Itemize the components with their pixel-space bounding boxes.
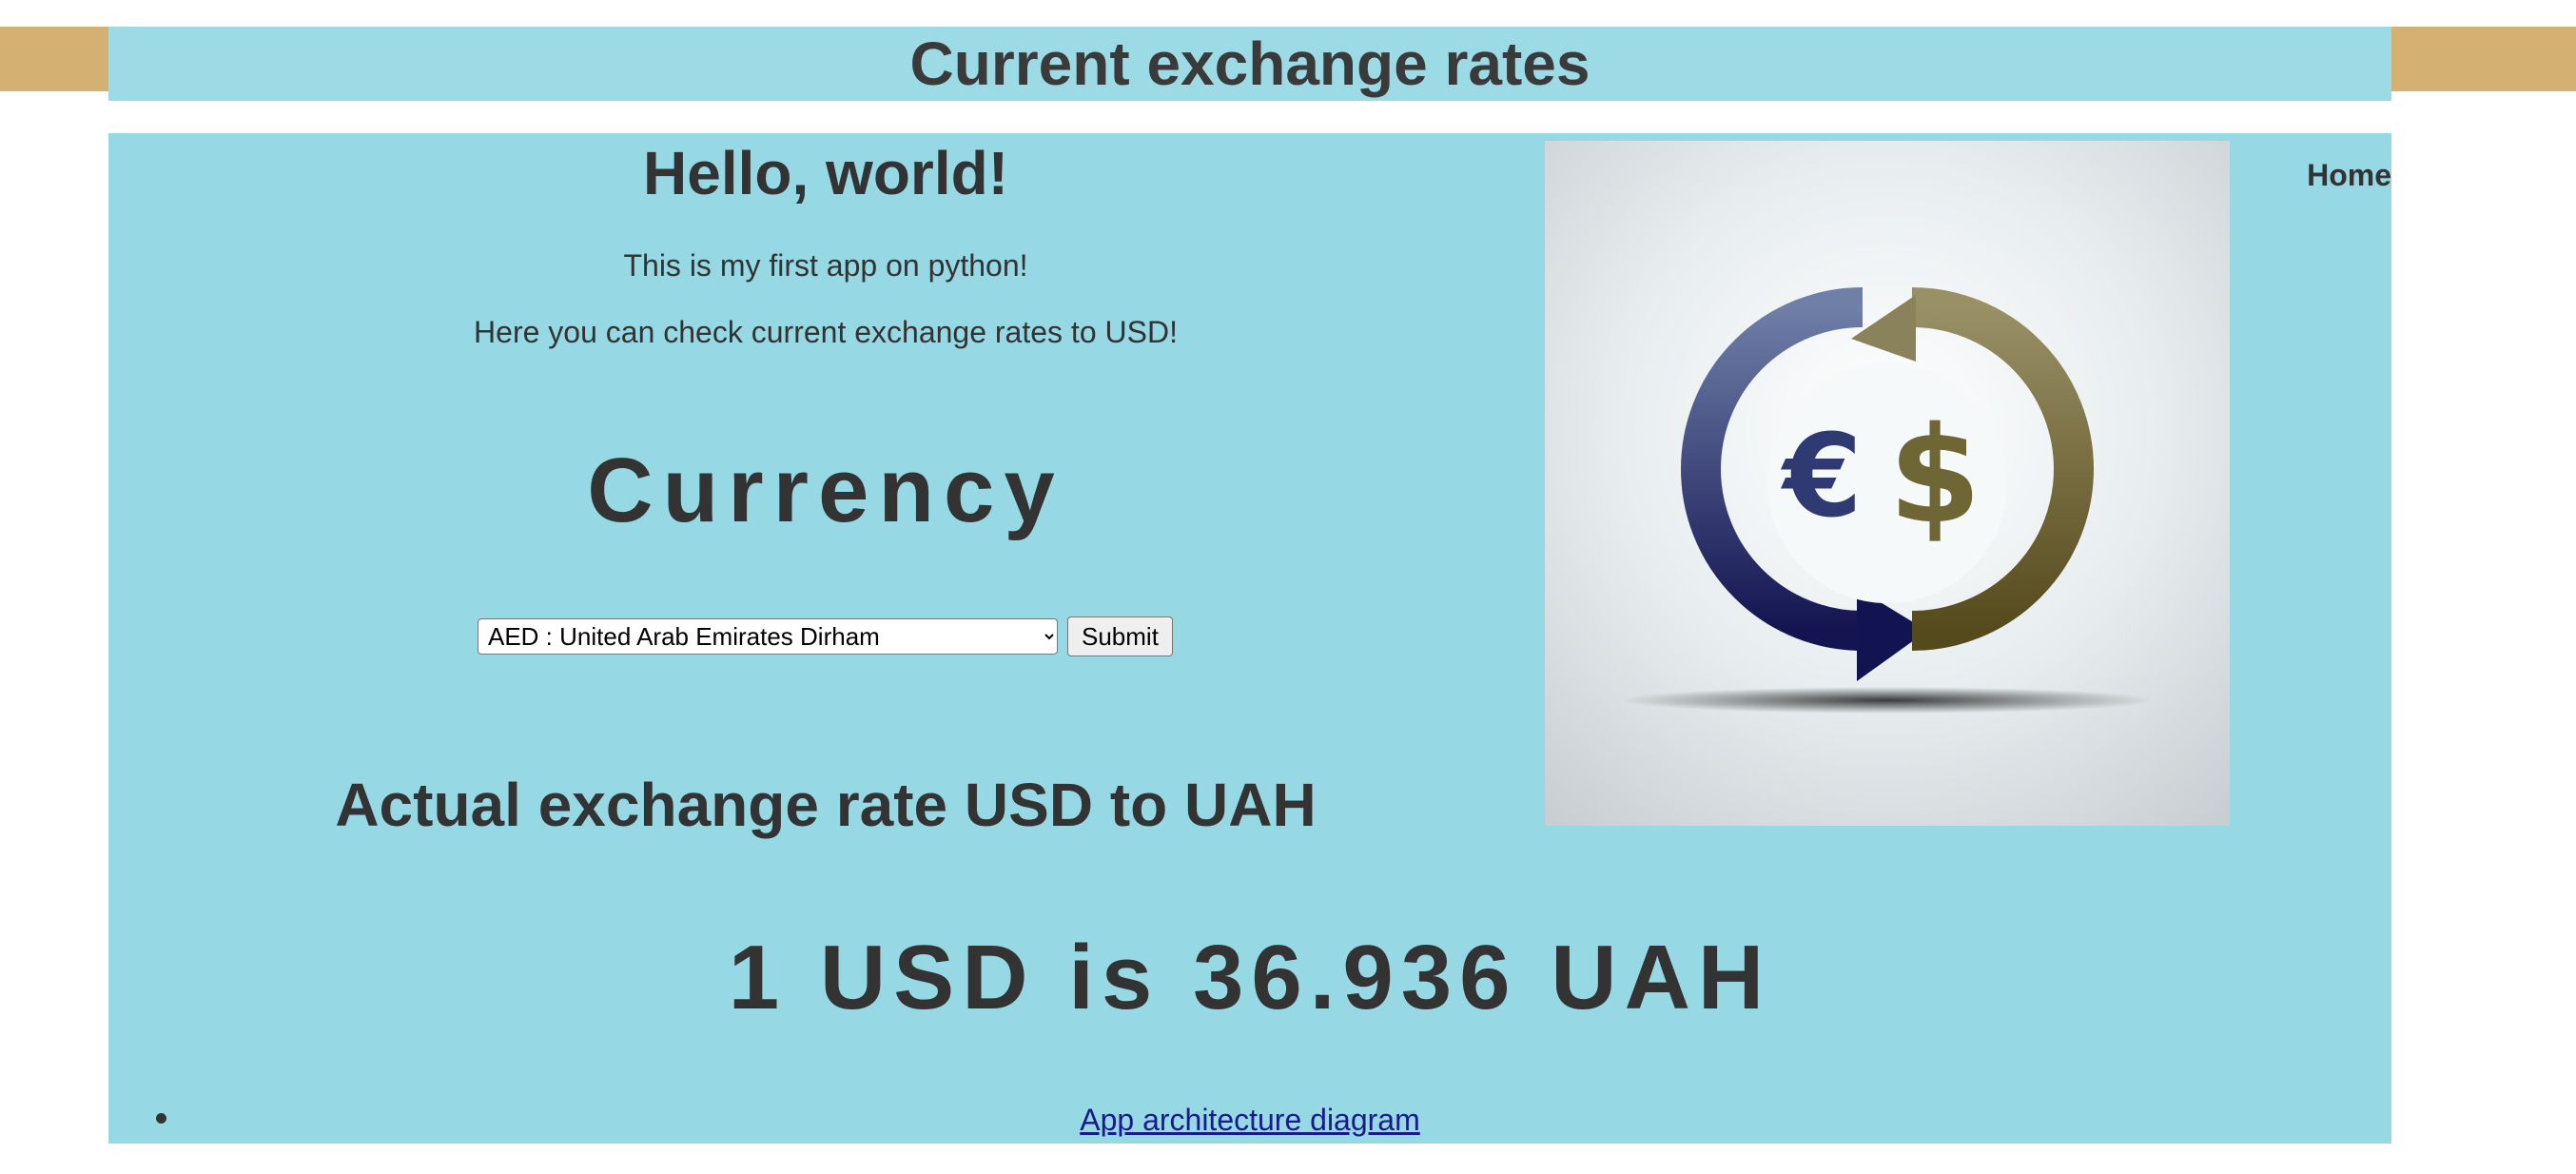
intro-line-1: This is my first app on python! bbox=[623, 248, 1028, 283]
app-architecture-diagram-link[interactable]: App architecture diagram bbox=[1080, 1103, 1420, 1137]
dollar-glyph: $ bbox=[1888, 399, 1981, 554]
list-item: App architecture diagram bbox=[108, 1103, 2391, 1145]
list-bullet bbox=[156, 1113, 166, 1124]
page-title: Current exchange rates bbox=[909, 29, 1590, 98]
currency-exchange-icon: € $ bbox=[1545, 141, 2230, 826]
rate-heading: Actual exchange rate USD to UAH bbox=[335, 771, 1317, 839]
links-list: App architecture diagram bbox=[108, 1103, 2391, 1145]
currency-exchange-illustration: € $ bbox=[1545, 141, 2230, 826]
euro-glyph: € bbox=[1780, 411, 1863, 543]
currency-heading: Currency bbox=[587, 440, 1064, 541]
page-header: Current exchange rates bbox=[108, 27, 2391, 101]
submit-button[interactable]: Submit bbox=[1067, 616, 1173, 656]
currency-form: AED : United Arab Emirates Dirham Submit bbox=[478, 616, 1173, 656]
hello-heading: Hello, world! bbox=[643, 139, 1008, 207]
currency-select[interactable]: AED : United Arab Emirates Dirham bbox=[478, 618, 1058, 655]
decorative-gold-bar-left bbox=[0, 27, 108, 91]
main-panel: Hello, world! This is my first app on py… bbox=[108, 133, 2391, 1144]
intro-line-2: Here you can check current exchange rate… bbox=[474, 315, 1178, 349]
nav-home-link[interactable]: Home bbox=[2307, 158, 2391, 192]
decorative-gold-bar-right bbox=[2391, 27, 2576, 91]
rate-result: 1 USD is 36.936 UAH bbox=[728, 927, 1772, 1028]
